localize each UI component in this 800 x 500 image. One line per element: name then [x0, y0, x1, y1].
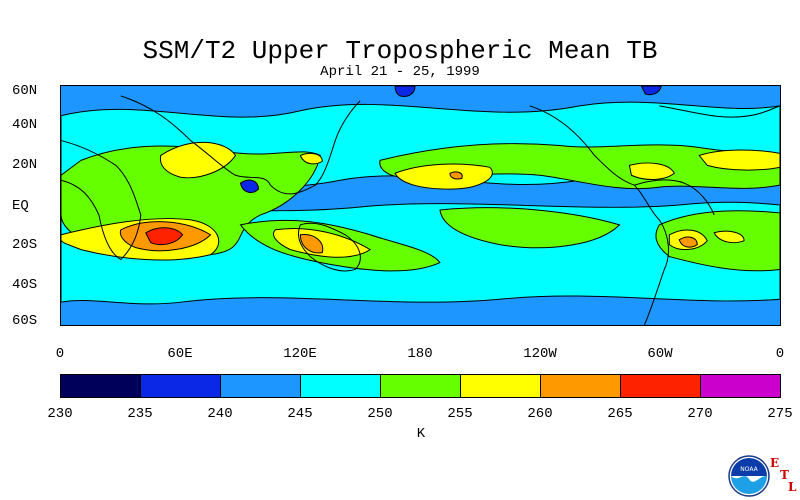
- region-235-indian-ocean: [239, 179, 259, 193]
- region-255-caribbean: [628, 162, 675, 180]
- chart-subtitle: April 21 - 25, 1999: [320, 64, 480, 80]
- lon-label-0: 0: [55, 346, 65, 362]
- region-250-south-america: [655, 210, 780, 272]
- lat-label-eq: EQ: [12, 198, 29, 214]
- colorbar-swatch-250: [381, 375, 461, 397]
- chart-title: SSM/T2 Upper Tropospheric Mean TB: [142, 36, 658, 66]
- colorbar-swatch-255: [461, 375, 541, 397]
- colorbar-tick-255: 255: [447, 406, 473, 422]
- colorbar-swatch-240: [221, 375, 301, 397]
- etl-letter-l: L: [788, 480, 797, 494]
- colorbar-tick-245: 245: [287, 406, 313, 422]
- colorbar: [60, 374, 781, 398]
- region-235-north-pacific: [394, 86, 416, 97]
- colorbar-tick-270: 270: [687, 406, 713, 422]
- etl-letter-t: T: [780, 468, 789, 482]
- region-260-pacific: [449, 171, 463, 180]
- region-255-atlantic-south: [713, 230, 745, 244]
- noaa-logo-text: NOAA: [740, 466, 758, 473]
- noaa-logo: NOAA: [728, 455, 770, 497]
- region-255-asia: [159, 141, 237, 179]
- region-235-north-atlantic: [640, 86, 662, 96]
- region-265-africa: [145, 227, 184, 246]
- region-255-australia: [273, 228, 372, 258]
- coastlines: [61, 95, 780, 325]
- lat-label-40s: 40S: [12, 277, 38, 293]
- colorbar-tick-265: 265: [607, 406, 633, 422]
- lat-label-60n: 60N: [12, 83, 38, 99]
- lon-label-60w: 60W: [647, 346, 673, 362]
- lon-label-120e: 120E: [283, 346, 317, 362]
- region-255-philippines: [299, 152, 323, 165]
- lon-label-0-end: 0: [775, 346, 785, 362]
- colorbar-tick-235: 235: [127, 406, 153, 422]
- colorbar-swatch-270: [701, 375, 780, 397]
- lon-label-120w: 120W: [523, 346, 557, 362]
- lat-label-60s: 60S: [12, 313, 38, 329]
- region-255-atlantic: [698, 149, 780, 171]
- lat-label-20s: 20S: [12, 237, 38, 253]
- colorbar-tick-260: 260: [527, 406, 553, 422]
- lat-label-20n: 20N: [12, 157, 38, 173]
- colorbar-tick-275: 275: [767, 406, 793, 422]
- colorbar-swatch-265: [621, 375, 701, 397]
- colorbar-swatch-230: [61, 375, 141, 397]
- colorbar-tick-250: 250: [367, 406, 393, 422]
- etl-letter-e: E: [770, 456, 780, 470]
- colorbar-tick-230: 230: [47, 406, 73, 422]
- colorbar-units: K: [416, 426, 426, 442]
- lat-label-40n: 40N: [12, 117, 38, 133]
- colorbar-swatch-245: [301, 375, 381, 397]
- lon-label-180: 180: [407, 346, 433, 362]
- colorbar-swatch-235: [141, 375, 221, 397]
- region-250-south-pacific: [439, 207, 621, 249]
- colorbar-swatch-260: [541, 375, 621, 397]
- region-260-australia: [299, 234, 324, 254]
- temperature-map: [60, 85, 781, 326]
- lon-label-60e: 60E: [167, 346, 193, 362]
- colorbar-tick-240: 240: [207, 406, 233, 422]
- region-255-pacific: [394, 163, 493, 190]
- region-260-brazil: [678, 236, 698, 248]
